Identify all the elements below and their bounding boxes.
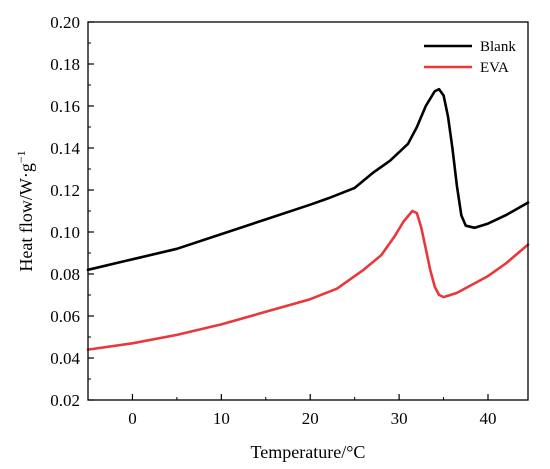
- series-layer: [86, 87, 530, 351]
- x-tick-label: 0: [128, 409, 137, 428]
- y-tick-label: 0.12: [50, 181, 80, 200]
- series-line-eva: [86, 209, 530, 351]
- y-tick-label: 0.18: [50, 55, 80, 74]
- x-tick-label: 20: [302, 409, 319, 428]
- ticks-layer: 0 10 20 30 40 0.02 0.04 0.06 0.08 0.10 0.12 0.14 0.1…: [50, 13, 496, 428]
- axes-layer: [87, 21, 529, 401]
- y-axis-title-main: Heat flow/W·g: [16, 163, 36, 271]
- x-tick-label: 40: [480, 409, 497, 428]
- y-tick-label: 0.16: [50, 97, 80, 116]
- y-tick-label: 0.20: [50, 13, 80, 32]
- y-axis-title: Heat flow/W·g−1: [14, 150, 36, 271]
- y-tick-label: 0.14: [50, 139, 80, 158]
- legend: Blank EVA: [424, 39, 516, 76]
- x-tick-label: 30: [391, 409, 408, 428]
- plot-frame: [87, 21, 529, 401]
- y-tick-label: 0.02: [50, 391, 80, 410]
- y-tick-label: 0.04: [50, 349, 80, 368]
- x-tick-label: 10: [213, 409, 230, 428]
- y-tick-label: 0.08: [50, 265, 80, 284]
- legend-label-eva: EVA: [480, 60, 509, 76]
- y-axis-title-exponent: −1: [14, 150, 28, 163]
- series-line-blank: [86, 87, 530, 272]
- legend-label-blank: Blank: [480, 39, 516, 55]
- y-tick-label: 0.10: [50, 223, 80, 242]
- x-axis-title: Temperature/°C: [251, 442, 366, 462]
- y-tick-label: 0.06: [50, 307, 80, 326]
